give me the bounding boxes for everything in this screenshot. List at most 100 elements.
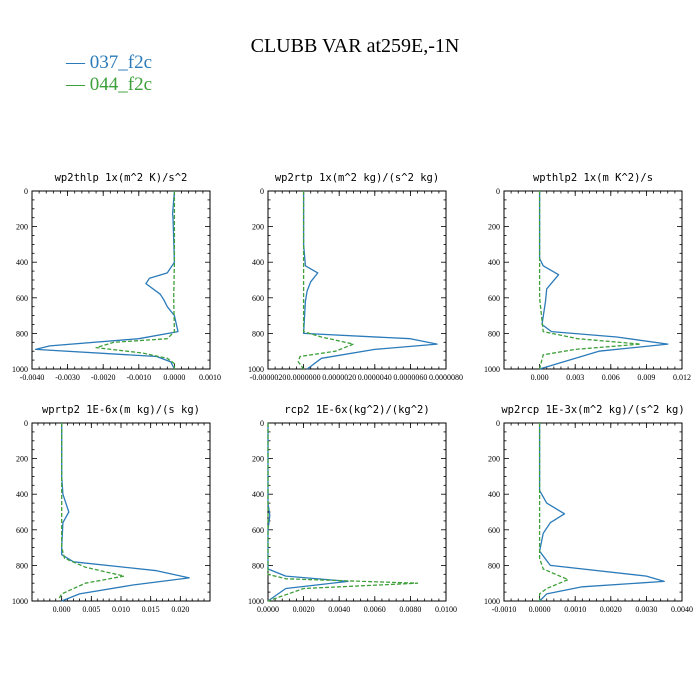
series-line-044_f2c <box>297 191 355 370</box>
series-line-044_f2c <box>58 423 125 600</box>
series-line-037_f2c <box>34 190 179 370</box>
y-tick-label: 800 <box>488 561 500 570</box>
x-tick-label: 0.003 <box>566 373 584 382</box>
series-line-037_f2c <box>61 423 190 602</box>
x-tick-label: 0.012 <box>673 373 691 382</box>
x-tick-label: -0.0000020 <box>250 373 287 382</box>
y-tick-label: 0 <box>260 187 264 196</box>
x-tick-label: 0.020 <box>171 605 189 614</box>
y-tick-label: 400 <box>252 258 264 267</box>
y-tick-label: 1000 <box>248 597 264 606</box>
series-line-044_f2c <box>95 191 176 369</box>
x-tick-label: 0.0080 <box>399 605 421 614</box>
y-tick-label: 800 <box>252 329 264 338</box>
plot-frame <box>31 190 211 370</box>
x-tick-label: 0.006 <box>602 373 620 382</box>
x-tick-label: 0.015 <box>142 605 160 614</box>
x-tick-label: 0.0030 <box>635 605 657 614</box>
x-tick-label: 0.0000020 <box>322 373 356 382</box>
x-tick-label: 0.0000080 <box>429 373 463 382</box>
x-tick-label: 0.0040 <box>328 605 350 614</box>
series-line-037_f2c <box>267 423 349 602</box>
y-tick-label: 600 <box>252 526 264 535</box>
x-tick-label: 0.0020 <box>600 605 622 614</box>
x-tick-label: 0.0000060 <box>393 373 427 382</box>
series-line-037_f2c <box>302 191 438 370</box>
y-tick-label: 1000 <box>248 365 264 374</box>
y-tick-label: 0 <box>24 187 28 196</box>
y-tick-label: 800 <box>16 561 28 570</box>
x-tick-label: 0.0000 <box>529 605 551 614</box>
panel-1: wp2thlp 1x(m^2 K)/s^202004006008001000-0… <box>12 172 221 382</box>
legend-entry-037: — 037_f2c <box>65 52 152 73</box>
y-tick-label: 400 <box>488 490 500 499</box>
plot-frame <box>267 190 447 370</box>
y-tick-label: 800 <box>16 329 28 338</box>
y-tick-label: 400 <box>16 258 28 267</box>
y-tick-label: 1000 <box>484 365 500 374</box>
x-tick-label: 0.000 <box>53 605 71 614</box>
panel-2: wp2rtp 1x(m^2 kg)/(s^2 kg) 0 200 400 600 800 1… <box>248 172 463 382</box>
x-tick-label: 0.0040 <box>671 605 693 614</box>
figure-title: CLUBB VAR at259E,-1N <box>251 35 460 57</box>
panel-title: wpthlp2 1x(m K^2)/s <box>533 172 653 184</box>
y-tick-label: 400 <box>16 490 28 499</box>
panel-grid: wp2thlp 1x(m^2 K)/s^202004006008001000-0… <box>12 172 693 614</box>
series-line-044_f2c <box>538 191 642 370</box>
panel-title: wp2rtp 1x(m^2 kg)/(s^2 kg) <box>275 172 439 184</box>
x-tick-label: 0.0000000 <box>287 373 321 382</box>
panel-title: wp2rcp 1E-3x(m^2 kg)/(s^2 kg) <box>501 404 684 416</box>
y-tick-label: 0 <box>496 419 500 428</box>
x-tick-label: 0.009 <box>637 373 655 382</box>
panel-4: wprtp2 1E-6x(m kg)/(s kg) 0 200 400 600 800 10… <box>12 404 211 614</box>
y-tick-label: 200 <box>252 455 264 464</box>
y-tick-label: 0 <box>496 187 500 196</box>
series-line-037_f2c <box>538 423 665 602</box>
y-tick-label: 600 <box>488 294 500 303</box>
x-tick-label: -0.0030 <box>55 373 80 382</box>
y-tick-label: 600 <box>252 294 264 303</box>
y-tick-label: 200 <box>488 223 500 232</box>
x-tick-label: 0.000 <box>531 373 549 382</box>
plot-frame <box>31 422 211 602</box>
x-tick-label: -0.0020 <box>91 373 116 382</box>
x-tick-label: 0.0010 <box>199 373 221 382</box>
x-tick-label: 0.0020 <box>293 605 315 614</box>
x-tick-label: 0.0000 <box>163 373 185 382</box>
y-tick-label: 1000 <box>12 597 28 606</box>
x-tick-label: 0.010 <box>112 605 130 614</box>
panel-3: wpthlp2 1x(m K^2)/s 0 200 400 600 800 1000 0.00… <box>484 172 691 382</box>
series-line-044_f2c <box>538 423 569 601</box>
y-tick-label: 0 <box>260 419 264 428</box>
x-tick-label: 0.0100 <box>435 605 457 614</box>
panel-title: rcp2 1E-6x(kg^2)/(kg^2) <box>284 404 429 416</box>
y-tick-label: 600 <box>488 526 500 535</box>
x-tick-label: -0.0010 <box>492 605 517 614</box>
y-tick-label: 600 <box>16 526 28 535</box>
panel-6: wp2rcp 1E-3x(m^2 kg)/(s^2 kg)0 200 400 600 8… <box>484 404 693 614</box>
x-tick-label: 0.0000040 <box>358 373 392 382</box>
x-tick-label: -0.0040 <box>20 373 45 382</box>
x-tick-label: 0.005 <box>82 605 100 614</box>
y-tick-label: 800 <box>252 561 264 570</box>
panel-title: wp2thlp 1x(m^2 K)/s^2 <box>55 172 188 184</box>
y-tick-label: 200 <box>488 455 500 464</box>
y-tick-label: 600 <box>16 294 28 303</box>
plot-frame <box>267 422 447 602</box>
y-tick-label: 200 <box>16 455 28 464</box>
series-line-037_f2c <box>538 191 669 370</box>
y-tick-label: 400 <box>252 490 264 499</box>
x-tick-label: -0.0010 <box>126 373 151 382</box>
x-tick-label: 0.0000 <box>257 605 279 614</box>
panel-5: rcp2 1E-6x(kg^2)/(kg^2) 0 200 400 600 800 1000… <box>248 404 457 614</box>
plot-frame <box>503 422 683 602</box>
y-tick-label: 400 <box>488 258 500 267</box>
x-tick-label: 0.0010 <box>564 605 586 614</box>
series-line-044_f2c <box>267 423 419 602</box>
panel-title: wprtp2 1E-6x(m kg)/(s kg) <box>42 404 200 416</box>
y-tick-label: 1000 <box>484 597 500 606</box>
y-tick-label: 200 <box>252 223 264 232</box>
y-tick-label: 200 <box>16 223 28 232</box>
y-tick-label: 800 <box>488 329 500 338</box>
